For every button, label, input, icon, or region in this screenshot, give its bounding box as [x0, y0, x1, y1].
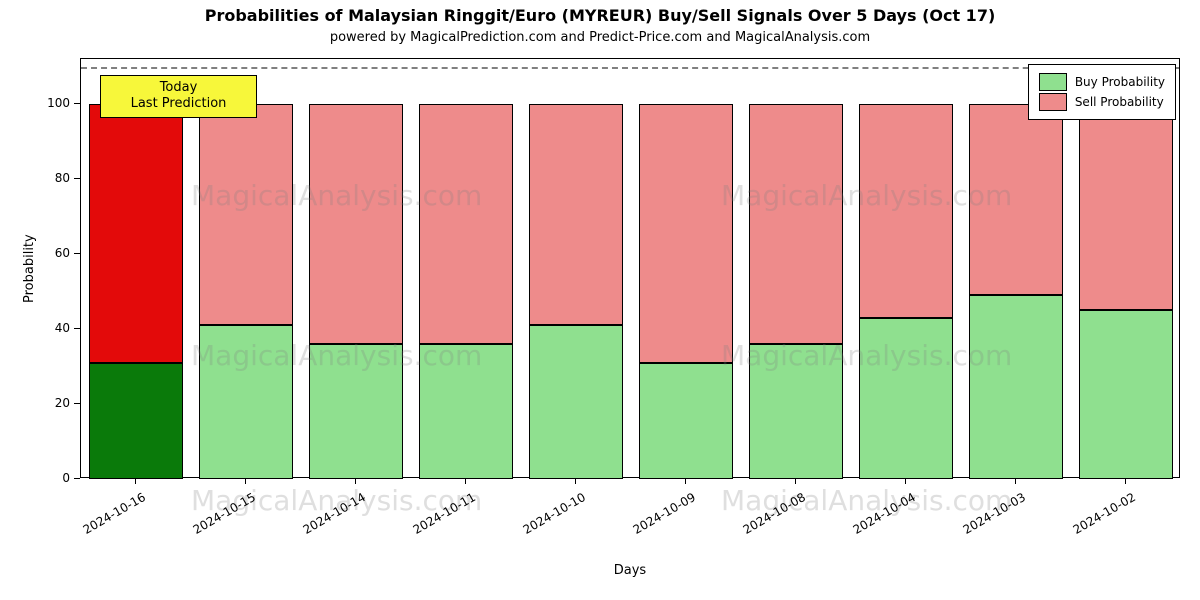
legend-label: Sell Probability: [1075, 95, 1164, 109]
sell-bar: [199, 104, 293, 325]
sell-bar: [529, 104, 623, 325]
reference-line: [81, 67, 1179, 69]
x-tick-label: 2024-10-11: [384, 490, 478, 552]
x-tick: [465, 478, 466, 484]
x-tick-label: 2024-10-14: [274, 490, 368, 552]
legend-swatch: [1039, 73, 1067, 91]
y-tick-label: 60: [20, 246, 70, 260]
sell-bar: [89, 104, 183, 363]
x-tick-label: 2024-10-15: [164, 490, 258, 552]
y-tick-label: 80: [20, 171, 70, 185]
x-tick-label: 2024-10-02: [1044, 490, 1138, 552]
legend-item: Sell Probability: [1039, 93, 1165, 111]
y-tick: [74, 103, 80, 104]
buy-bar: [639, 363, 733, 479]
x-tick: [795, 478, 796, 484]
y-tick: [74, 328, 80, 329]
chart-title: Probabilities of Malaysian Ringgit/Euro …: [0, 6, 1200, 25]
x-tick: [1125, 478, 1126, 484]
x-tick: [575, 478, 576, 484]
x-tick-label: 2024-10-08: [714, 490, 808, 552]
x-tick: [135, 478, 136, 484]
buy-bar: [529, 325, 623, 479]
x-tick-label: 2024-10-10: [494, 490, 588, 552]
x-tick-label: 2024-10-09: [604, 490, 698, 552]
legend: Buy Probability Sell Probability: [1028, 64, 1176, 120]
sell-bar: [419, 104, 513, 344]
buy-bar: [1079, 310, 1173, 479]
sell-bar: [859, 104, 953, 318]
today-annotation: Today Last Prediction: [100, 75, 257, 118]
sell-bar: [1079, 104, 1173, 310]
buy-bar: [969, 295, 1063, 479]
x-tick: [245, 478, 246, 484]
legend-item: Buy Probability: [1039, 73, 1165, 91]
x-tick-label: 2024-10-16: [54, 490, 148, 552]
chart-subtitle: powered by MagicalPrediction.com and Pre…: [0, 30, 1200, 45]
y-tick: [74, 403, 80, 404]
x-tick: [355, 478, 356, 484]
buy-bar: [309, 344, 403, 479]
buy-bar: [859, 318, 953, 479]
x-tick: [1015, 478, 1016, 484]
x-tick-label: 2024-10-03: [934, 490, 1028, 552]
sell-bar: [749, 104, 843, 344]
buy-bar: [199, 325, 293, 479]
buy-bar: [419, 344, 513, 479]
y-tick: [74, 178, 80, 179]
plot-area: MagicalAnalysis.comMagicalAnalysis.comMa…: [80, 58, 1180, 478]
x-tick: [685, 478, 686, 484]
y-tick-label: 20: [20, 396, 70, 410]
sell-bar: [309, 104, 403, 344]
y-tick: [74, 478, 80, 479]
sell-bar: [969, 104, 1063, 295]
legend-swatch: [1039, 93, 1067, 111]
x-axis-label: Days: [80, 563, 1180, 578]
chart-container: Probabilities of Malaysian Ringgit/Euro …: [0, 0, 1200, 600]
y-tick-label: 0: [20, 471, 70, 485]
legend-label: Buy Probability: [1075, 75, 1165, 89]
x-tick-label: 2024-10-04: [824, 490, 918, 552]
sell-bar: [639, 104, 733, 363]
buy-bar: [89, 363, 183, 479]
y-axis-label: Probability: [22, 234, 37, 303]
annotation-line2: Last Prediction: [111, 96, 246, 112]
y-tick-label: 40: [20, 321, 70, 335]
buy-bar: [749, 344, 843, 479]
x-tick: [905, 478, 906, 484]
y-tick-label: 100: [20, 96, 70, 110]
y-tick: [74, 253, 80, 254]
annotation-line1: Today: [111, 80, 246, 96]
